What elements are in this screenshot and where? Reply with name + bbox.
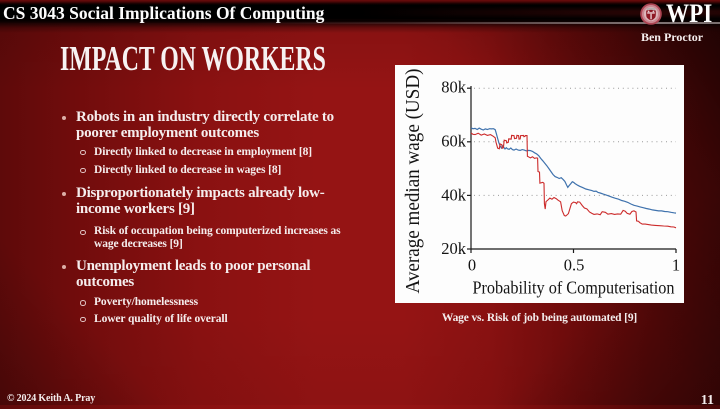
svg-text:0.5: 0.5 (564, 256, 585, 275)
svg-text:1: 1 (672, 256, 680, 275)
svg-text:80k: 80k (441, 78, 467, 97)
svg-text:20k: 20k (441, 239, 467, 258)
svg-text:60k: 60k (441, 132, 467, 151)
svg-text:0: 0 (468, 256, 476, 275)
svg-text:40k: 40k (441, 186, 467, 205)
svg-text:Average median wage (USD): Average median wage (USD) (402, 69, 424, 294)
svg-text:Probability of Computerisation: Probability of Computerisation (473, 278, 675, 298)
